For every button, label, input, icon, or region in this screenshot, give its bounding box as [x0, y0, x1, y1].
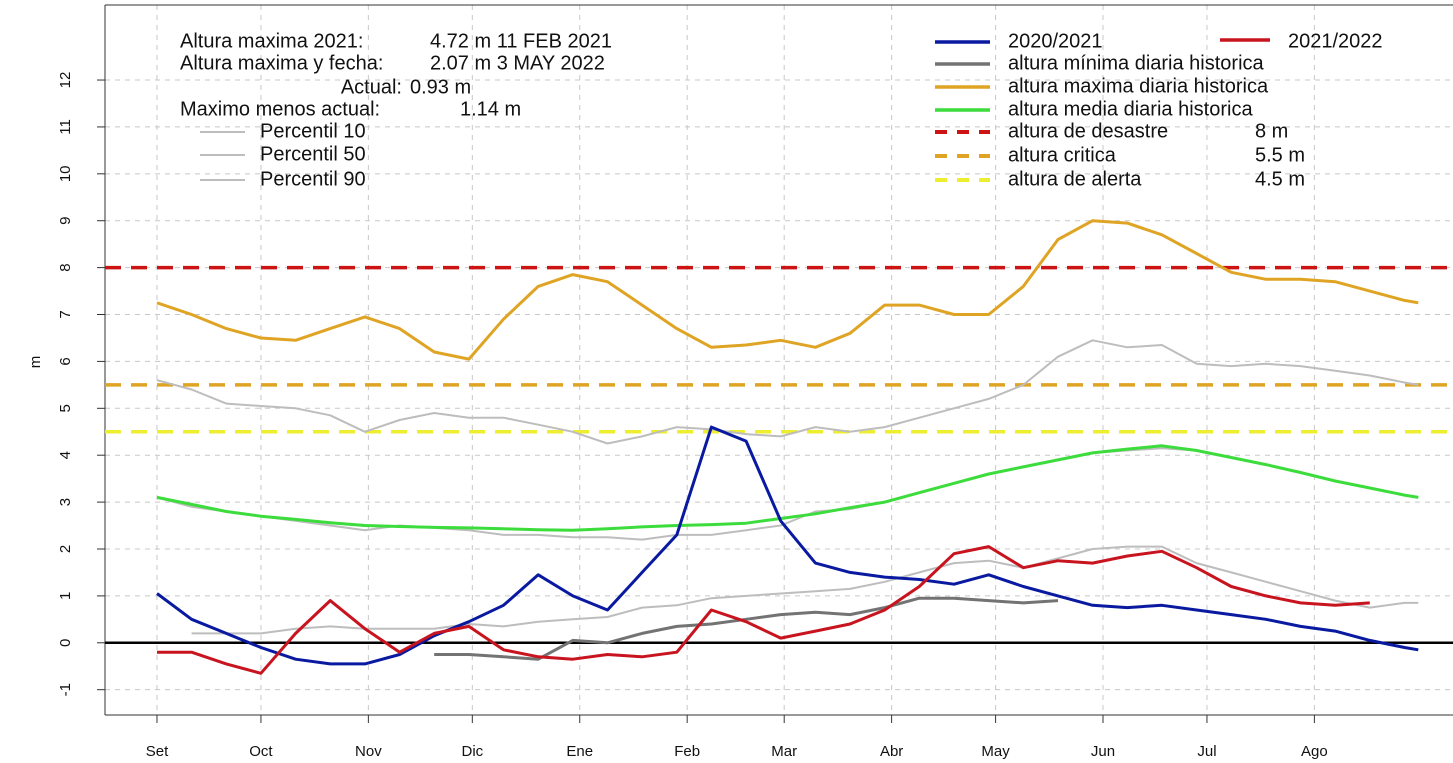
y-tick-label: 7 [57, 310, 74, 318]
legend-label: altura de desastre [1008, 120, 1168, 142]
x-tick-label: Oct [249, 743, 273, 760]
annotation-value: 0.93 m [410, 76, 471, 98]
legend-value: 4.5 m [1255, 168, 1305, 190]
legend-label: 2021/2022 [1288, 30, 1383, 52]
series-line [434, 596, 1059, 661]
legend-label: altura media diaria historica [1008, 98, 1253, 120]
legend-label: Percentil 90 [260, 168, 366, 190]
legend-label: 2020/2021 [1008, 30, 1103, 52]
legend-label: altura maxima diaria historica [1008, 75, 1269, 97]
legend-label: Percentil 50 [260, 143, 366, 165]
y-tick-label: 1 [57, 592, 74, 600]
y-tick-label: 6 [57, 357, 74, 365]
x-tick-label: Ago [1301, 743, 1328, 760]
legend-label: Percentil 10 [260, 120, 366, 142]
y-tick-label: 11 [57, 119, 74, 135]
legend-label: altura critica [1008, 144, 1117, 166]
y-tick-label: 10 [57, 165, 74, 182]
x-tick-label: Dic [461, 743, 483, 760]
series-line [156, 339, 1419, 445]
annotation-label: Actual: [341, 76, 402, 98]
y-tick-label: 5 [57, 404, 74, 412]
x-tick-label: Mar [771, 743, 797, 760]
x-tick-label: Nov [355, 743, 382, 760]
x-tick-label: Jun [1091, 743, 1115, 760]
x-tick-label: Abr [880, 743, 903, 760]
y-axis-label: m [27, 356, 44, 369]
x-tick-label: Set [146, 743, 169, 760]
y-tick-label: 2 [57, 545, 74, 553]
annotation-value: 4.72 m 11 FEB 2021 [430, 30, 612, 52]
series-line [156, 425, 1419, 666]
y-tick-label: 8 [57, 263, 74, 271]
y-tick-label: -1 [57, 683, 74, 696]
x-tick-label: Jul [1197, 743, 1216, 760]
legend-label: altura mínima diaria historica [1008, 52, 1265, 74]
series-line [156, 219, 1419, 361]
annotation-label: Maximo menos actual: [180, 98, 380, 120]
legend-label: altura de alerta [1008, 168, 1142, 190]
annotation-value: 2.07 m 3 MAY 2022 [430, 52, 605, 74]
series-line [157, 545, 1370, 675]
legend-value: 5.5 m [1255, 144, 1305, 166]
y-tick-label: 12 [57, 72, 74, 89]
x-tick-label: Ene [566, 743, 593, 760]
annotation-label: Altura maxima 2021: [180, 30, 363, 52]
y-tick-label: 3 [57, 498, 74, 506]
series-line [191, 545, 1419, 635]
x-tick-label: Feb [674, 743, 700, 760]
annotation-value: 1.14 m [460, 98, 521, 120]
x-tick-label: May [981, 743, 1010, 760]
legend-value: 8 m [1255, 120, 1288, 142]
y-tick-label: 0 [57, 639, 74, 647]
series-line [156, 444, 1419, 532]
y-tick-label: 4 [57, 451, 74, 459]
annotation-label: Altura maxima y fecha: [180, 52, 383, 74]
y-tick-label: 9 [57, 217, 74, 225]
